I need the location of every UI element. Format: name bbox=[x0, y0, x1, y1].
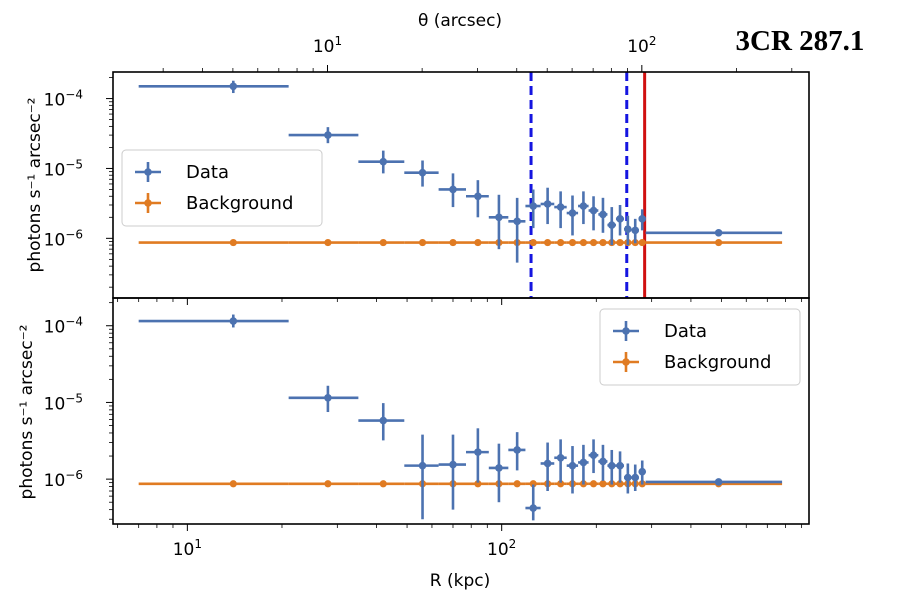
data-point bbox=[418, 461, 427, 470]
y-tick-label: 10−6 bbox=[44, 227, 83, 250]
data-point bbox=[379, 157, 388, 166]
data-point bbox=[589, 206, 598, 215]
data-point bbox=[418, 168, 427, 177]
data-point bbox=[229, 82, 238, 91]
background-point bbox=[229, 480, 237, 488]
top-panel: 10−4 10−5 10−6 101 102 Data Background bbox=[44, 34, 810, 305]
background-point bbox=[474, 238, 482, 247]
data-point bbox=[495, 464, 503, 472]
x-tick-label: 102 bbox=[487, 537, 516, 560]
y-tick-label: 10−5 bbox=[44, 157, 83, 180]
top-panel-ylabel: photons s⁻¹ arcsec⁻² bbox=[25, 98, 45, 273]
background-point bbox=[529, 238, 537, 247]
data-point bbox=[543, 459, 552, 468]
data-point bbox=[474, 192, 482, 201]
data-point bbox=[579, 458, 588, 467]
data-point bbox=[568, 209, 577, 217]
background-point bbox=[324, 480, 332, 488]
data-point bbox=[599, 210, 607, 219]
data-point bbox=[556, 453, 565, 462]
data-point bbox=[324, 131, 332, 139]
figure-title: 3CR 287.1 bbox=[736, 25, 865, 57]
data-point bbox=[631, 226, 640, 235]
data-point bbox=[631, 473, 640, 482]
legend-data-label: Data bbox=[186, 162, 229, 183]
data-point bbox=[529, 504, 538, 512]
background-point bbox=[324, 238, 332, 247]
y-tick-label: 10−6 bbox=[44, 468, 83, 491]
axes-frame bbox=[112, 297, 810, 525]
background-point bbox=[715, 238, 723, 247]
data-point bbox=[714, 228, 723, 237]
legend-background-marker bbox=[144, 199, 152, 207]
data-point bbox=[624, 225, 632, 234]
data-point bbox=[556, 203, 565, 211]
background-point bbox=[599, 238, 607, 247]
background-point bbox=[379, 238, 387, 247]
background-point bbox=[616, 238, 624, 247]
background-point bbox=[579, 238, 588, 247]
y-tick-label: 10−5 bbox=[44, 391, 83, 414]
legend-data-label: Data bbox=[664, 321, 707, 342]
data-point bbox=[513, 446, 521, 454]
bottom-panel: 10−4 10−5 10−6 101 102 Data Background bbox=[44, 297, 810, 560]
y-tick-label: 10−4 bbox=[44, 315, 83, 338]
data-point bbox=[529, 202, 538, 210]
data-point bbox=[616, 461, 624, 470]
background-point bbox=[474, 480, 482, 488]
background-point bbox=[589, 480, 598, 488]
background-point bbox=[229, 238, 237, 247]
legend-box bbox=[121, 149, 323, 227]
legend-box bbox=[599, 308, 801, 386]
top-tick-label: 102 bbox=[627, 34, 656, 57]
data-point bbox=[513, 217, 521, 226]
legend: Data Background bbox=[121, 149, 323, 227]
legend-background-marker bbox=[622, 358, 630, 366]
data-point bbox=[449, 460, 457, 469]
data-point bbox=[616, 215, 624, 223]
legend-data-marker bbox=[144, 168, 152, 176]
background-point bbox=[418, 238, 427, 247]
data-point bbox=[229, 317, 238, 325]
legend-background-label: Background bbox=[664, 352, 771, 373]
background-point bbox=[568, 238, 577, 247]
data-point bbox=[474, 448, 482, 456]
x-tick-label: 101 bbox=[173, 537, 202, 560]
background-point bbox=[513, 480, 521, 488]
background-point bbox=[589, 238, 598, 247]
background-point bbox=[557, 238, 565, 247]
data-point bbox=[638, 467, 647, 476]
background-point bbox=[599, 480, 607, 488]
data-point bbox=[379, 416, 388, 425]
data-point bbox=[599, 457, 607, 466]
data-point bbox=[624, 473, 632, 482]
bottom-panel-ylabel: photons s⁻¹ arcsec⁻² bbox=[17, 325, 37, 500]
legend: Data Background bbox=[599, 308, 801, 386]
data-point bbox=[714, 478, 723, 486]
top-tick-label: 101 bbox=[313, 34, 342, 57]
data-point bbox=[579, 202, 588, 210]
legend-data-marker bbox=[622, 327, 630, 335]
data-point bbox=[449, 185, 457, 194]
legend-background-label: Background bbox=[186, 193, 293, 214]
top-axis-label: θ (arcsec) bbox=[418, 11, 502, 31]
data-point bbox=[589, 451, 598, 460]
data-point bbox=[568, 461, 577, 470]
x-axis-label: R (kpc) bbox=[430, 571, 490, 591]
background-point bbox=[544, 238, 552, 247]
background-point bbox=[379, 480, 387, 488]
background-point bbox=[449, 238, 457, 247]
data-point bbox=[324, 393, 332, 402]
data-point bbox=[543, 200, 552, 208]
background-point bbox=[616, 480, 624, 488]
background-point bbox=[557, 480, 565, 488]
background-point bbox=[638, 238, 646, 247]
data-point bbox=[607, 221, 616, 229]
data-point bbox=[638, 215, 647, 223]
data-point bbox=[607, 461, 616, 470]
y-tick-label: 10−4 bbox=[44, 88, 83, 111]
data-point bbox=[495, 213, 503, 222]
background-point bbox=[529, 480, 537, 488]
